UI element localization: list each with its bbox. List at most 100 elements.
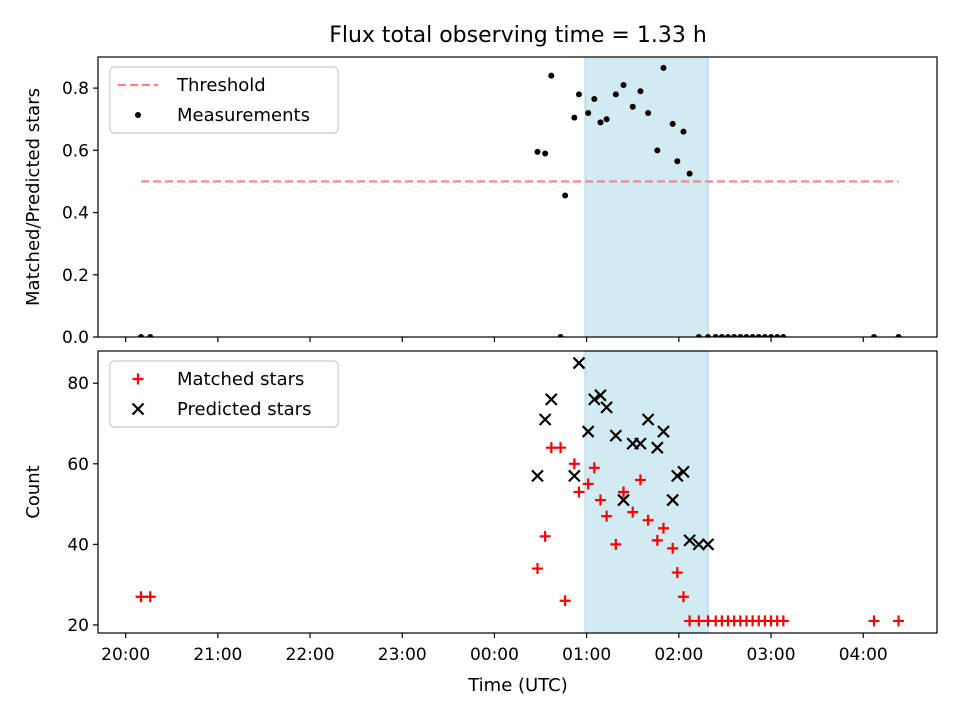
- measurement-point: [768, 334, 775, 337]
- legend-measurement-marker: [135, 112, 141, 118]
- x-tick-label: 03:00: [747, 645, 796, 665]
- measurement-point: [780, 334, 787, 337]
- y-tick-label: 0.4: [62, 204, 89, 224]
- predicted-stars-point: [692, 538, 706, 551]
- y-tick-label: 0.2: [62, 266, 89, 286]
- predicted-stars-point: [683, 534, 696, 547]
- measurement-point: [612, 91, 619, 98]
- x-tick-label: 22:00: [286, 645, 335, 665]
- measurement-point: [548, 72, 555, 79]
- matched-stars-point: [684, 615, 696, 627]
- legend-box: [109, 360, 339, 428]
- measurement-point: [534, 148, 541, 155]
- matched-stars-point: [893, 615, 905, 627]
- axes-frame: [97, 56, 938, 338]
- matched-stars-point: [582, 478, 594, 490]
- matched-stars-point: [634, 474, 646, 486]
- top-panel: 0.0 0.2 0.4 0.6 0.8 Matched/Predicted stars Th…: [23, 56, 938, 348]
- legend-box: [109, 66, 339, 134]
- matched-stars-point: [667, 542, 679, 554]
- measurement-point: [774, 334, 781, 337]
- matched-stars-point: [594, 494, 606, 506]
- measurement-point: [147, 334, 154, 337]
- predicted-stars-point: [634, 437, 647, 450]
- matched-stars-point: [588, 462, 600, 474]
- matched-stars-point: [657, 522, 669, 534]
- measurement-point: [695, 334, 702, 337]
- measurement-point: [669, 120, 676, 127]
- predicted-stars-point: [671, 469, 684, 483]
- measurement-point: [654, 147, 661, 154]
- measurement-point: [660, 64, 667, 71]
- predicted-stars-point: [588, 393, 601, 406]
- matched-stars-point: [573, 486, 585, 498]
- measurement-point: [629, 103, 636, 110]
- measurement-point: [645, 110, 652, 116]
- matched-stars-point: [555, 442, 567, 454]
- matched-stars-point: [777, 615, 789, 627]
- legend-predicted-marker: [131, 402, 145, 416]
- matched-stars-point: [610, 538, 622, 550]
- predicted-stars-point: [568, 469, 581, 483]
- matched-stars-point: [868, 615, 880, 627]
- predicted-stars-point: [666, 493, 679, 507]
- bottom-panel: 20 40 60 80 20:00 21:00 22:00 23:00 00:00 01:00 02…: [23, 350, 938, 665]
- matched-stars-point: [601, 510, 613, 522]
- y-axis-label: Count: [23, 465, 44, 518]
- matched-stars-point: [642, 514, 654, 526]
- predicted-stars-point: [651, 441, 664, 454]
- legend-label: Measurements: [177, 105, 310, 126]
- predicted-stars-point: [594, 389, 607, 402]
- measurement-point: [895, 334, 902, 337]
- y-tick-label: 0.0: [62, 328, 89, 348]
- measurement-point: [557, 334, 564, 337]
- measurement-point: [686, 170, 693, 177]
- matched-stars-point: [144, 591, 156, 603]
- y-tick-label: 60: [67, 455, 89, 475]
- matched-stars-point: [677, 591, 689, 603]
- measurement-point: [562, 192, 569, 199]
- y-tick-label: 80: [67, 374, 89, 394]
- matched-stars-point: [531, 563, 543, 575]
- legend: Matched stars Predicted stars: [109, 360, 339, 428]
- y-tick-label: 20: [67, 616, 89, 636]
- matched-stars-point: [568, 458, 580, 470]
- predicted-stars-point: [531, 469, 544, 483]
- matched-stars-point: [671, 567, 683, 579]
- x-tick-label: 02:00: [654, 645, 703, 665]
- predicted-stars-point: [538, 413, 552, 426]
- measurement-point: [725, 334, 732, 337]
- legend: Threshold Measurements: [109, 66, 339, 134]
- predicted-stars-point: [609, 429, 623, 442]
- measurement-point: [755, 334, 762, 337]
- measurement-point: [603, 116, 610, 123]
- measurement-point: [737, 334, 744, 337]
- x-tick-label: 04:00: [839, 645, 888, 665]
- measurement-point: [749, 334, 756, 337]
- legend-label: Threshold: [176, 75, 266, 96]
- x-axis-label: Time (UTC): [467, 675, 568, 696]
- legend-label: Matched stars: [177, 369, 304, 390]
- measurement-point: [712, 334, 719, 337]
- x-tick-label: 20:00: [101, 645, 150, 665]
- measurement-point: [591, 96, 598, 102]
- x-tick-label: 00:00: [470, 645, 519, 665]
- measurement-point: [597, 119, 604, 126]
- measurement-point: [870, 334, 877, 337]
- y-tick-label: 0.6: [62, 141, 89, 161]
- legend-label: Predicted stars: [177, 399, 311, 420]
- predicted-stars-point: [677, 465, 690, 479]
- legend-matched-marker: [132, 373, 144, 385]
- measurement-point: [705, 334, 712, 337]
- measurement-point: [637, 88, 644, 95]
- matched-stars-point: [545, 442, 557, 454]
- matched-stars-point: [627, 506, 639, 518]
- matched-stars-point: [651, 534, 663, 546]
- highlight-span: [584, 56, 709, 338]
- matched-stars-point: [135, 591, 147, 603]
- x-tick-label: 01:00: [562, 645, 611, 665]
- matched-stars-point: [539, 530, 551, 542]
- y-axis-label: Matched/Predicted stars: [23, 88, 44, 306]
- measurement-point: [674, 158, 681, 165]
